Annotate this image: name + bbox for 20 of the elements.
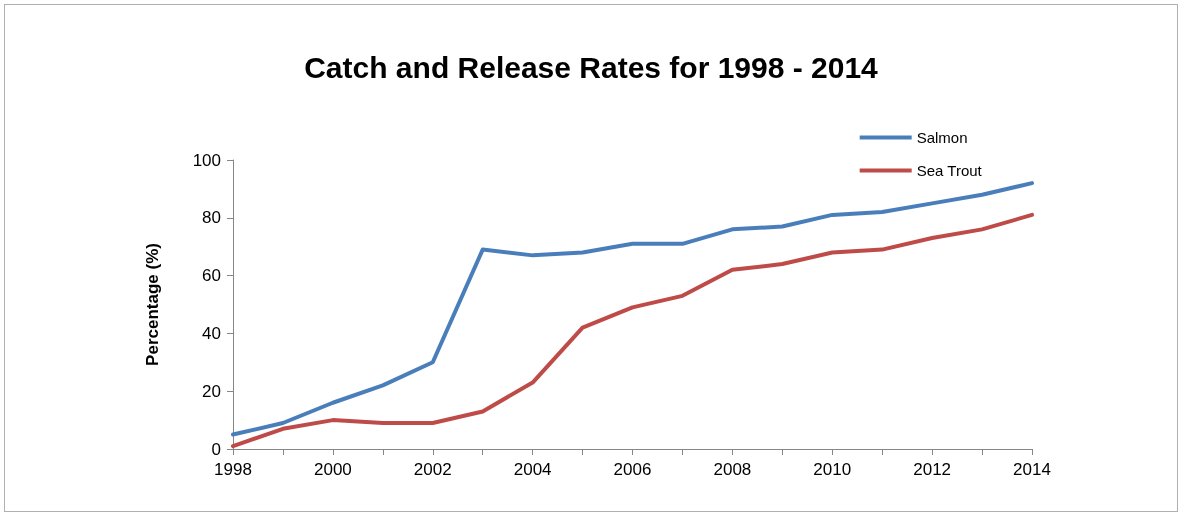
x-tick-label: 1998 — [214, 460, 252, 479]
x-tick-label: 2000 — [313, 460, 352, 479]
x-tick-label: 2004 — [513, 460, 552, 479]
x-tick-label: 2012 — [913, 460, 952, 479]
x-tick-label: 2008 — [713, 460, 752, 479]
y-tick-label: 60 — [202, 266, 221, 286]
chart-title: Catch and Release Rates for 1998 - 2014 — [304, 50, 879, 84]
y-tick-label: 100 — [192, 150, 221, 170]
x-tick-label: 2014 — [1013, 460, 1051, 479]
x-tick-label: 2006 — [613, 460, 652, 479]
y-tick-label: 20 — [202, 381, 221, 401]
x-tick-label: 2010 — [813, 460, 852, 479]
y-tick-label: 0 — [211, 439, 221, 459]
line-series — [231, 181, 1034, 437]
legend-label: Salmon — [916, 129, 968, 146]
y-tick-label: 80 — [202, 208, 221, 228]
x-tick-label: 2002 — [413, 460, 452, 479]
y-axis-title: Percentage (%) — [143, 243, 162, 366]
y-tick-label: 40 — [202, 323, 221, 343]
legend-label: Sea Trout — [916, 162, 983, 179]
